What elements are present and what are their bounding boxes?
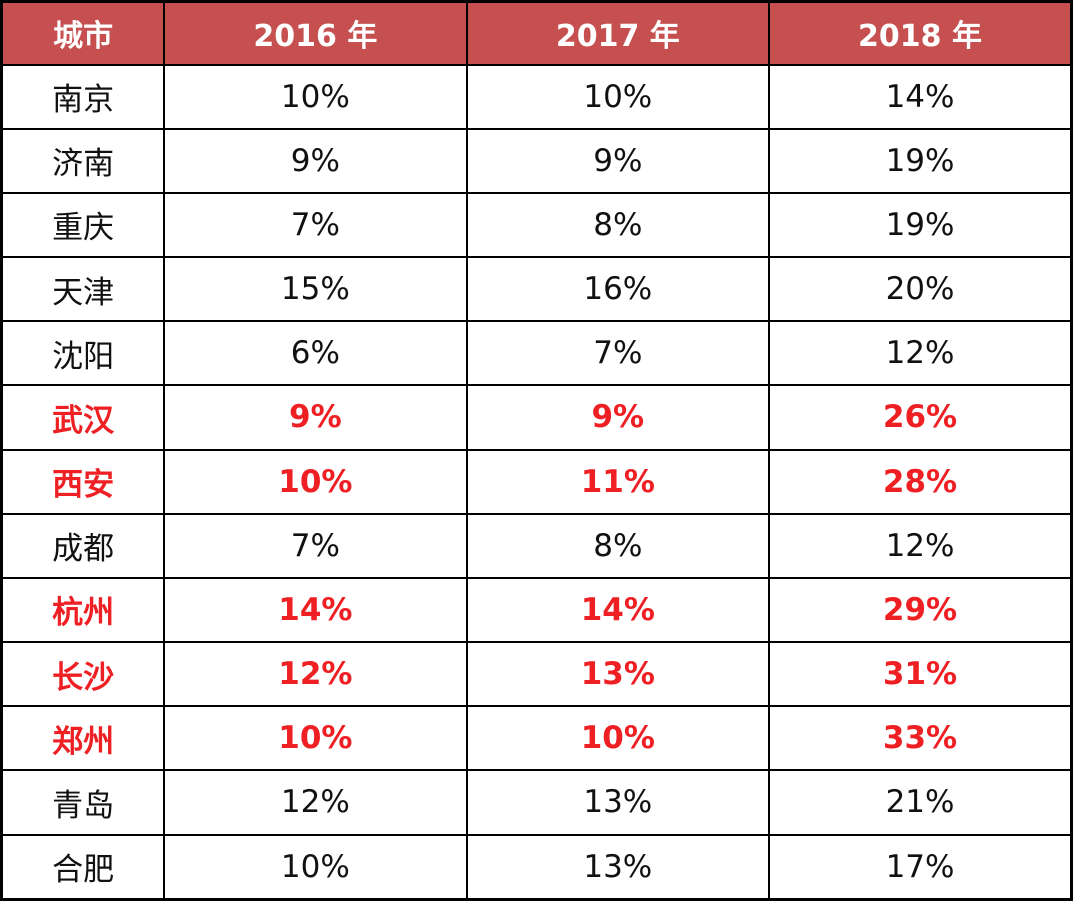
column-header-0: 城市 — [0, 0, 166, 66]
value-cell: 12% — [768, 512, 1073, 579]
value-cell: 28% — [768, 448, 1073, 515]
column-header-3: 2018 年 — [768, 0, 1073, 66]
table-row: 青岛 12% 13% 21% — [0, 769, 1073, 836]
table-row: 成都 7% 8% 12% — [0, 512, 1073, 579]
city-cell: 沈阳 — [0, 320, 166, 387]
table-row: 郑州 10% 10% 33% — [0, 705, 1073, 772]
value-cell: 7% — [163, 512, 468, 579]
value-cell: 33% — [768, 705, 1073, 772]
table-head: 城市 2016 年 2017 年 2018 年 — [0, 0, 1073, 66]
table-row: 南京 10% 10% 14% — [0, 63, 1073, 130]
city-cell: 济南 — [0, 127, 166, 194]
value-cell: 7% — [465, 320, 771, 387]
value-cell: 13% — [465, 833, 771, 901]
value-cell: 8% — [465, 191, 771, 259]
city-cell: 西安 — [0, 448, 166, 515]
value-cell: 19% — [768, 127, 1073, 194]
city-cell: 成都 — [0, 512, 166, 579]
value-cell: 17% — [768, 833, 1073, 901]
column-header-2: 2017 年 — [465, 0, 771, 66]
header-row: 城市 2016 年 2017 年 2018 年 — [0, 0, 1073, 66]
table-row: 重庆 7% 8% 19% — [0, 191, 1073, 259]
value-cell: 26% — [768, 384, 1073, 451]
city-cell: 郑州 — [0, 705, 166, 772]
city-cell: 天津 — [0, 256, 166, 323]
value-cell: 9% — [465, 127, 771, 194]
value-cell: 9% — [163, 127, 468, 194]
value-cell: 21% — [768, 769, 1073, 836]
value-cell: 14% — [465, 576, 771, 644]
value-cell: 13% — [465, 641, 771, 708]
value-cell: 31% — [768, 641, 1073, 708]
value-cell: 19% — [768, 191, 1073, 259]
value-cell: 12% — [163, 641, 468, 708]
value-cell: 9% — [465, 384, 771, 451]
value-cell: 9% — [163, 384, 468, 451]
city-cell: 南京 — [0, 63, 166, 130]
table-row: 沈阳 6% 7% 12% — [0, 320, 1073, 387]
city-cell: 青岛 — [0, 769, 166, 836]
city-cell: 合肥 — [0, 833, 166, 901]
table-row: 合肥 10% 13% 17% — [0, 833, 1073, 901]
value-cell: 10% — [163, 705, 468, 772]
column-header-1: 2016 年 — [163, 0, 468, 66]
city-cell: 重庆 — [0, 191, 166, 259]
value-cell: 29% — [768, 576, 1073, 644]
value-cell: 15% — [163, 256, 468, 323]
value-cell: 10% — [465, 705, 771, 772]
value-cell: 12% — [768, 320, 1073, 387]
table-row: 长沙 12% 13% 31% — [0, 641, 1073, 708]
table-row: 西安 10% 11% 28% — [0, 448, 1073, 515]
city-cell: 杭州 — [0, 576, 166, 644]
value-cell: 10% — [163, 63, 468, 130]
value-cell: 14% — [768, 63, 1073, 130]
city-cell: 长沙 — [0, 641, 166, 708]
value-cell: 11% — [465, 448, 771, 515]
table-body: 南京 10% 10% 14% 济南 9% 9% 19% 重庆 7% 8% 19% 天津 15% 16% 20%… — [0, 63, 1073, 901]
value-cell: 13% — [465, 769, 771, 836]
value-cell: 7% — [163, 191, 468, 259]
city-cell: 武汉 — [0, 384, 166, 451]
table-row: 天津 15% 16% 20% — [0, 256, 1073, 323]
table-row: 武汉 9% 9% 26% — [0, 384, 1073, 451]
value-cell: 6% — [163, 320, 468, 387]
value-cell: 10% — [163, 448, 468, 515]
value-cell: 10% — [163, 833, 468, 901]
value-cell: 8% — [465, 512, 771, 579]
value-cell: 16% — [465, 256, 771, 323]
value-cell: 12% — [163, 769, 468, 836]
table-row: 杭州 14% 14% 29% — [0, 576, 1073, 644]
value-cell: 10% — [465, 63, 771, 130]
value-cell: 14% — [163, 576, 468, 644]
value-cell: 20% — [768, 256, 1073, 323]
table-row: 济南 9% 9% 19% — [0, 127, 1073, 194]
